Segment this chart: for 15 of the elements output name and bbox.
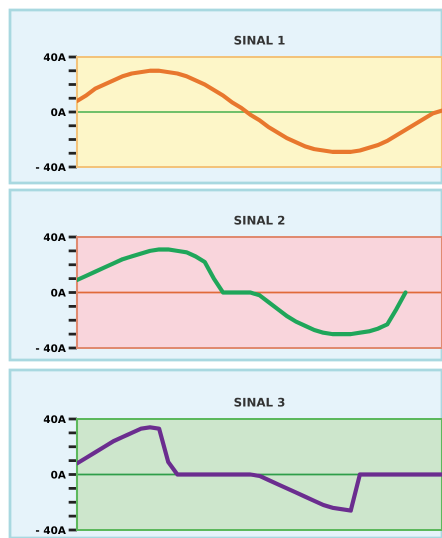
y-tick-label: 0A <box>51 470 66 479</box>
y-tick-label: 0A <box>51 288 66 297</box>
y-tick-label: 40A <box>44 415 66 424</box>
chart-title: SINAL 3 <box>234 398 284 407</box>
y-tick-label: 0A <box>51 108 66 116</box>
chart-title: SINAL 1 <box>234 36 285 45</box>
y-tick-label: - 40A <box>36 344 66 352</box>
line-series <box>77 68 442 154</box>
y-tick-label: 40A <box>44 233 66 242</box>
y-tick-label: - 40A <box>36 526 66 534</box>
chart-title: SINAL 2 <box>234 216 284 225</box>
y-tick-label: 40A <box>44 53 66 62</box>
line-series <box>77 247 408 336</box>
y-tick-label: - 40A <box>36 163 66 172</box>
line-series <box>77 425 442 513</box>
